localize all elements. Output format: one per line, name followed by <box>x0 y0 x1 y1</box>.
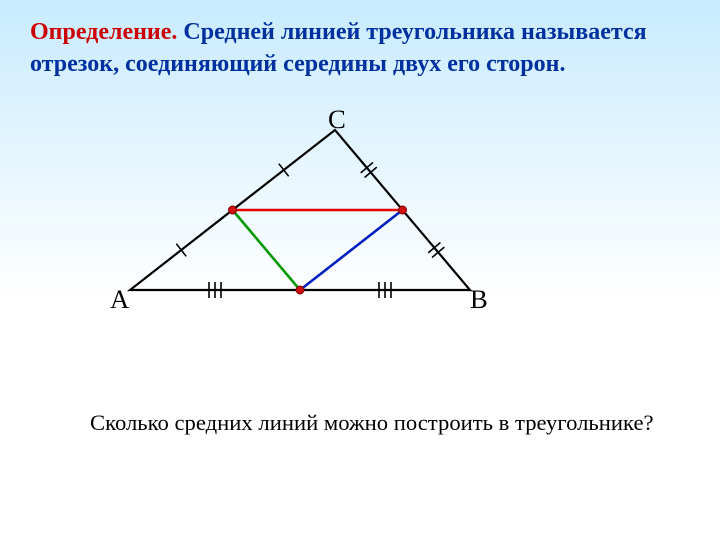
tick-mark <box>279 164 289 177</box>
midline-2 <box>300 210 403 290</box>
midpoint-Mac <box>229 206 237 214</box>
question-text: Сколько средних линий можно построить в … <box>90 410 654 436</box>
vertex-label-a: A <box>110 284 129 315</box>
midline-1 <box>233 210 301 290</box>
definition-block: Определение. Средней линией треугольника… <box>30 16 690 81</box>
midpoint-Mab <box>296 286 304 294</box>
figure <box>0 0 720 540</box>
definition-label: Определение. <box>30 19 177 45</box>
tick-mark <box>176 244 186 257</box>
vertex-label-c: C <box>328 104 346 135</box>
vertex-label-b: B <box>470 284 488 315</box>
midpoint-Mbc <box>399 206 407 214</box>
